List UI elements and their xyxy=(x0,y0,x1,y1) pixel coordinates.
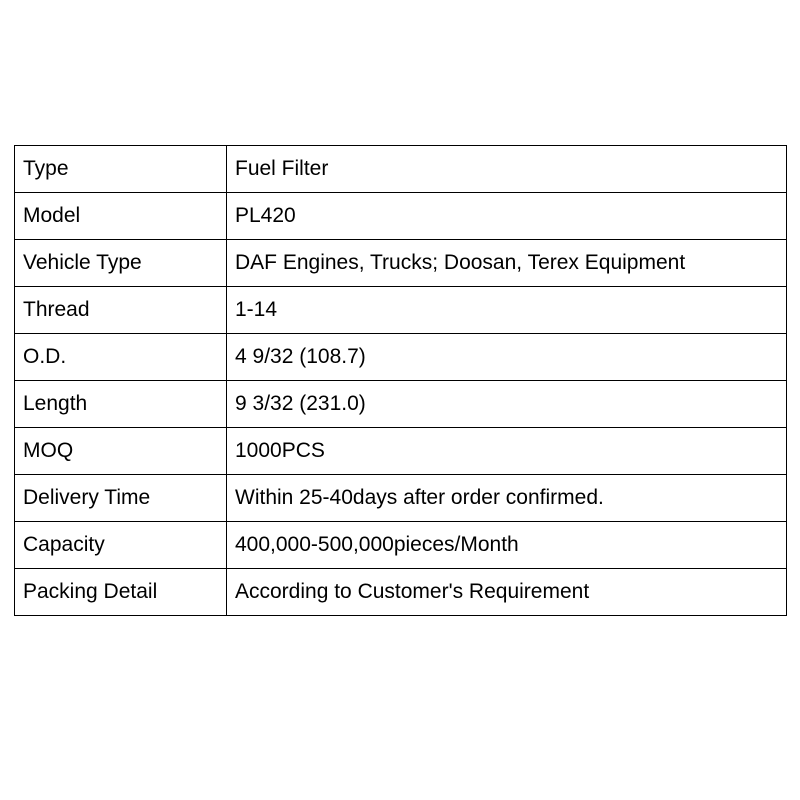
spec-value: 1000PCS xyxy=(227,428,787,475)
table-row: O.D. 4 9/32 (108.7) xyxy=(15,334,787,381)
table-row: Packing Detail According to Customer's R… xyxy=(15,569,787,616)
spec-table: Type Fuel Filter Model PL420 Vehicle Typ… xyxy=(14,145,787,616)
table-row: Capacity 400,000-500,000pieces/Month xyxy=(15,522,787,569)
table-row: Delivery Time Within 25-40days after ord… xyxy=(15,475,787,522)
spec-value: 1-14 xyxy=(227,287,787,334)
spec-label: Capacity xyxy=(15,522,227,569)
table-row: MOQ 1000PCS xyxy=(15,428,787,475)
table-row: Length 9 3/32 (231.0) xyxy=(15,381,787,428)
spec-value: Fuel Filter xyxy=(227,146,787,193)
spec-label: Type xyxy=(15,146,227,193)
spec-label: Delivery Time xyxy=(15,475,227,522)
spec-table-container: Type Fuel Filter Model PL420 Vehicle Typ… xyxy=(0,0,800,616)
spec-label: Vehicle Type xyxy=(15,240,227,287)
spec-value: 400,000-500,000pieces/Month xyxy=(227,522,787,569)
spec-label: Length xyxy=(15,381,227,428)
table-row: Vehicle Type DAF Engines, Trucks; Doosan… xyxy=(15,240,787,287)
table-row: Type Fuel Filter xyxy=(15,146,787,193)
spec-label: Packing Detail xyxy=(15,569,227,616)
spec-value: PL420 xyxy=(227,193,787,240)
spec-table-body: Type Fuel Filter Model PL420 Vehicle Typ… xyxy=(15,146,787,616)
spec-value: 9 3/32 (231.0) xyxy=(227,381,787,428)
spec-label: O.D. xyxy=(15,334,227,381)
spec-label: Model xyxy=(15,193,227,240)
spec-value: 4 9/32 (108.7) xyxy=(227,334,787,381)
spec-label: MOQ xyxy=(15,428,227,475)
table-row: Thread 1-14 xyxy=(15,287,787,334)
spec-value: Within 25-40days after order confirmed. xyxy=(227,475,787,522)
spec-value: DAF Engines, Trucks; Doosan, Terex Equip… xyxy=(227,240,787,287)
table-row: Model PL420 xyxy=(15,193,787,240)
spec-label: Thread xyxy=(15,287,227,334)
spec-value: According to Customer's Requirement xyxy=(227,569,787,616)
